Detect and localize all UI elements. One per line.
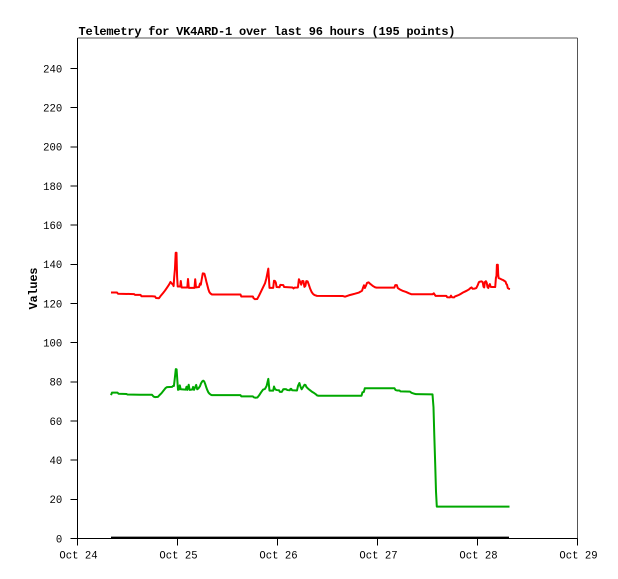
svg-text:Oct 24: Oct 24 — [59, 550, 97, 562]
svg-text:220: 220 — [43, 104, 62, 116]
svg-text:200: 200 — [43, 143, 62, 155]
svg-text:Oct 26: Oct 26 — [259, 550, 297, 562]
svg-text:20: 20 — [49, 495, 62, 507]
svg-text:Telemetry for VK4ARD-1 over la: Telemetry for VK4ARD-1 over last 96 hour… — [79, 25, 456, 39]
svg-text:180: 180 — [43, 182, 62, 194]
svg-text:100: 100 — [43, 339, 62, 351]
svg-text:240: 240 — [43, 64, 62, 76]
svg-text:Oct 29: Oct 29 — [559, 550, 597, 562]
svg-text:0: 0 — [56, 534, 62, 546]
svg-text:120: 120 — [43, 299, 62, 311]
svg-text:60: 60 — [49, 417, 62, 429]
svg-text:160: 160 — [43, 221, 62, 233]
svg-text:Oct 25: Oct 25 — [159, 550, 197, 562]
svg-text:Oct 28: Oct 28 — [459, 550, 497, 562]
svg-text:Oct 27: Oct 27 — [359, 550, 397, 562]
svg-text:140: 140 — [43, 260, 62, 272]
svg-text:80: 80 — [49, 378, 62, 390]
svg-text:Values: Values — [27, 268, 41, 310]
svg-text:40: 40 — [49, 456, 62, 468]
